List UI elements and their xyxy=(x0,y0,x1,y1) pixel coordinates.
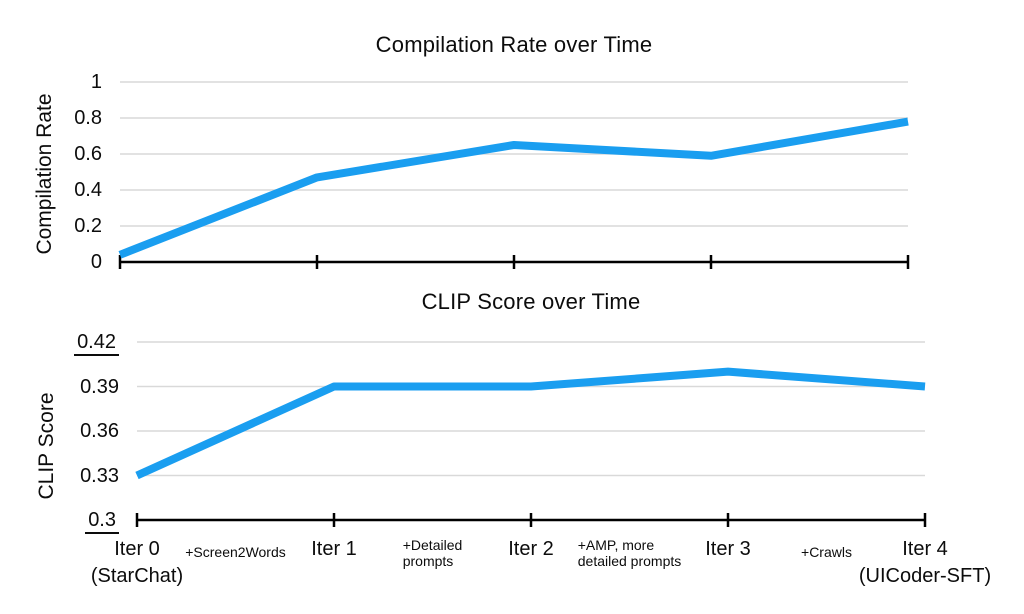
y-tick-value: 0.4 xyxy=(74,179,102,201)
y-tick-value: 0.42 xyxy=(74,331,119,356)
x-tick-label-sub: (UICoder-SFT) xyxy=(858,565,992,587)
y-tick-value: 0.39 xyxy=(80,375,119,398)
x-tick-label-main: Iter 3 xyxy=(705,538,751,560)
data-line-clip-score xyxy=(135,367,926,480)
x-tick-label-main: Iter 2 xyxy=(508,538,554,560)
x-tick-label-sub: (StarChat) xyxy=(90,565,184,587)
x-tick-label: Iter 2 xyxy=(436,536,626,563)
y-tick-label: 0.8 xyxy=(32,106,102,130)
y-tick-label: 1 xyxy=(32,70,102,94)
y-tick-value: 0.36 xyxy=(80,420,119,442)
compilation-rate-chart-title: Compilation Rate over Time xyxy=(375,32,653,57)
x-between-annotation: +Crawls xyxy=(801,544,852,560)
y-tick-value: 0.3 xyxy=(85,509,119,534)
y-tick-label: 0.33 xyxy=(49,464,119,488)
clip-score-chart-title: CLIP Score over Time xyxy=(421,289,641,314)
x-tick-label: Iter 3 xyxy=(633,536,823,563)
y-tick-value: 1 xyxy=(90,71,102,93)
y-tick-label: 0.36 xyxy=(49,419,119,443)
x-tick-label-main: Iter 4 xyxy=(902,538,948,560)
y-tick-label: 0.4 xyxy=(32,178,102,202)
y-tick-value: 0.8 xyxy=(74,107,102,129)
y-tick-value: 0.6 xyxy=(74,143,102,165)
y-tick-value: 0 xyxy=(90,251,102,273)
y-tick-value: 0.33 xyxy=(80,464,119,487)
y-tick-value: 0.2 xyxy=(74,215,102,237)
data-line-compilation-rate xyxy=(118,117,909,259)
x-tick-label: Iter 0 (StarChat) xyxy=(42,536,232,590)
x-tick-label-main: Iter 1 xyxy=(311,538,357,560)
x-tick-label: Iter 4 (UICoder-SFT) xyxy=(830,536,1020,590)
x-between-annotation: +AMP, more detailed prompts xyxy=(577,537,682,569)
x-between-annotation: +Detailed prompts xyxy=(402,537,463,569)
y-tick-label: 0.3 xyxy=(49,508,119,534)
x-tick-label-main: Iter 0 xyxy=(114,538,160,560)
y-tick-label: 0 xyxy=(32,250,102,274)
y-tick-label: 0.42 xyxy=(49,330,119,356)
y-tick-label: 0.6 xyxy=(32,142,102,166)
y-tick-label: 0.2 xyxy=(32,214,102,238)
y-tick-label: 0.39 xyxy=(49,375,119,399)
x-tick-label: Iter 1 xyxy=(239,536,429,563)
x-between-annotation: +Screen2Words xyxy=(185,544,286,560)
